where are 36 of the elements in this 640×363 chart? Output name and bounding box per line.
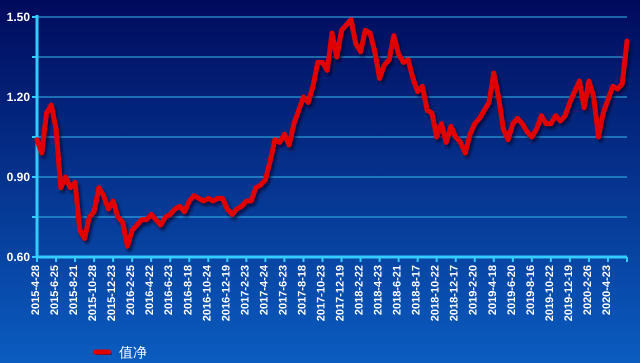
x-tick-label: 2019-4-18 <box>486 265 499 316</box>
x-tick-label: 2019-8-16 <box>524 265 537 316</box>
y-tick-label: 0.60 <box>6 250 30 264</box>
x-tick-label: 2018-4-23 <box>372 265 385 316</box>
x-tick-label: 2018-2-22 <box>354 265 366 316</box>
x-tick-label: 2017-4-24 <box>258 264 270 316</box>
x-tick-label: 2019-6-20 <box>506 265 518 316</box>
x-tick-label: 2018-12-17 <box>448 265 461 322</box>
x-tick-label: 2016-6-23 <box>163 265 176 316</box>
y-tick-label: 1.20 <box>6 90 30 104</box>
x-tick-label: 2018-10-22 <box>430 265 442 322</box>
x-tick-label: 2019-10-22 <box>544 265 556 322</box>
x-tick-label: 2018-6-21 <box>392 265 404 316</box>
x-tick-label: 2019-12-19 <box>562 265 575 322</box>
x-tick-label: 2015-10-28 <box>87 265 100 322</box>
x-tick-label: 2016-8-18 <box>182 265 194 316</box>
x-tick-label: 2015-4-28 <box>30 265 42 316</box>
x-tick-label: 2016-12-19 <box>220 265 232 322</box>
y-tick-label: 1.50 <box>6 10 30 24</box>
x-tick-label: 2018-8-17 <box>410 265 423 316</box>
x-tick-label: 2020-2-26 <box>582 265 594 316</box>
legend-label: 值净 <box>119 344 147 360</box>
x-tick-label: 2015-6-25 <box>49 265 62 316</box>
x-tick-label: 2019-2-20 <box>468 265 480 316</box>
x-tick-label: 2016-4-22 <box>144 265 156 316</box>
x-tick-label: 2015-8-21 <box>68 265 80 316</box>
x-tick-label: 2017-6-23 <box>277 265 290 316</box>
x-tick-label: 2020-4-23 <box>600 265 613 316</box>
x-tick-label: 2017-8-18 <box>296 265 308 316</box>
x-tick-label: 2017-12-19 <box>334 265 347 322</box>
x-tick-label: 2016-2-25 <box>125 265 138 316</box>
y-tick-label: 0.90 <box>6 170 30 184</box>
x-tick-label: 2017-10-23 <box>315 265 328 322</box>
x-tick-label: 2017-2-23 <box>239 265 252 316</box>
x-tick-label: 2016-10-24 <box>201 264 214 322</box>
x-tick-label: 2015-12-23 <box>106 265 118 322</box>
